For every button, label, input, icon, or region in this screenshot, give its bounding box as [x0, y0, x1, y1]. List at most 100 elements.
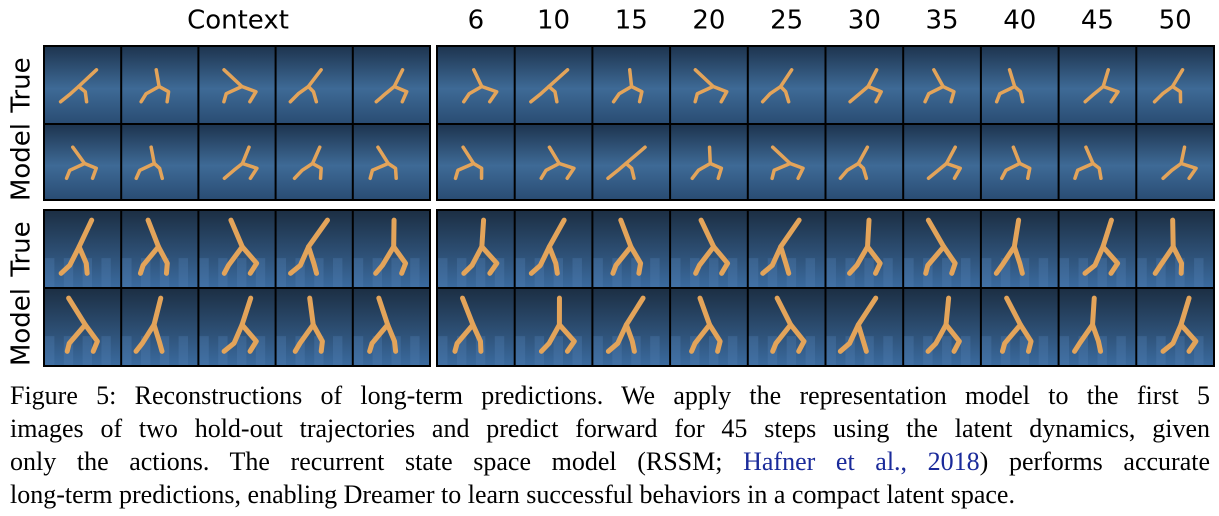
frame-tile — [671, 211, 747, 287]
walker-limb — [1073, 145, 1095, 181]
walker-limb — [838, 145, 870, 181]
step-label: 35 — [926, 6, 959, 36]
floor-check — [237, 336, 247, 365]
caption-line: images of two hold-out trajectories and … — [10, 414, 1210, 443]
walker-limb — [392, 84, 409, 104]
floor-check — [650, 336, 660, 365]
floor-check — [960, 336, 971, 365]
walker-limb — [1011, 244, 1025, 276]
frame-tile — [904, 289, 980, 365]
walker-limb — [760, 217, 802, 276]
walker-limb — [1072, 295, 1097, 354]
floor-check — [690, 336, 700, 365]
walker-limb — [994, 68, 1017, 104]
walker-limb — [221, 217, 245, 276]
frame-tile — [593, 47, 670, 123]
walker-limb — [288, 217, 330, 276]
walker-limb — [538, 295, 562, 354]
frame-bg — [981, 47, 1058, 123]
floor-check — [456, 336, 467, 365]
floor-check — [593, 258, 603, 287]
walker-limb — [693, 217, 717, 276]
frame-tile — [122, 125, 198, 199]
frame-tile — [826, 289, 903, 365]
frame-tile — [1059, 211, 1136, 287]
walker-limb — [707, 322, 723, 354]
floor-check — [45, 258, 55, 287]
step-label: 25 — [770, 6, 803, 36]
frame-tile — [515, 47, 592, 123]
walker-limb — [1170, 244, 1185, 276]
step-label: 15 — [615, 6, 648, 36]
walker-limb — [623, 322, 637, 354]
floor-check — [572, 258, 582, 287]
walker-limb — [611, 68, 634, 104]
caption-line: Figure 5: Reconstructions of long-term p… — [10, 381, 1210, 410]
frame-tile — [515, 289, 592, 365]
frame-tile — [748, 289, 825, 365]
frame-tile — [122, 211, 198, 287]
walker-limb — [689, 295, 713, 354]
frame-bg — [748, 47, 825, 123]
frame-tile — [1137, 289, 1213, 365]
floor-check — [981, 336, 992, 365]
frame-bg — [1137, 125, 1213, 199]
frame-bg — [593, 125, 670, 199]
floor-check — [1194, 258, 1204, 287]
walker-limb — [386, 161, 398, 181]
frame-tile — [1137, 211, 1213, 287]
frame-tile — [1137, 47, 1213, 123]
floor-check — [883, 336, 893, 365]
floor-check — [494, 336, 505, 365]
walker-limb — [367, 295, 391, 354]
floor-check — [159, 336, 170, 365]
walker-limb — [1152, 217, 1176, 276]
walker-limb — [76, 84, 89, 104]
walker-limb — [155, 244, 170, 276]
walker-limb — [941, 84, 956, 104]
walker-limb — [480, 84, 499, 104]
walker-limb — [292, 145, 322, 181]
frame-tile — [904, 211, 980, 287]
floor-check — [199, 336, 209, 365]
floor-check — [353, 336, 364, 365]
frame-bg — [353, 289, 429, 365]
floor-check — [295, 258, 305, 287]
floor-check — [122, 258, 132, 287]
floor-check — [410, 336, 420, 365]
walker-limb — [1100, 244, 1121, 276]
floor-check — [671, 258, 681, 287]
walker-limb — [134, 145, 157, 181]
walker-limb — [528, 217, 567, 276]
step-label: 50 — [1159, 6, 1192, 36]
frame-bg — [1137, 289, 1213, 365]
floor-check — [1175, 336, 1185, 365]
frame-tile — [199, 211, 275, 287]
walker-limb — [368, 145, 390, 181]
frame-bg — [1059, 211, 1136, 287]
floor-check — [981, 258, 992, 287]
caption-text: only the actions. The recurrent state sp… — [10, 447, 723, 476]
floor-check — [727, 336, 738, 365]
frame-tile — [826, 125, 903, 199]
walker-limb — [1012, 84, 1025, 104]
walker-limb — [1082, 217, 1114, 276]
citation-link[interactable]: Hafner et al., 2018 — [743, 447, 980, 476]
walker-limb — [461, 217, 487, 276]
floor-check — [353, 258, 364, 287]
walker-limb — [462, 68, 484, 104]
floor-check — [1137, 336, 1147, 365]
floor-check — [593, 336, 603, 365]
frame-tile — [671, 125, 747, 199]
walker-limb — [374, 68, 405, 104]
floor-check — [650, 258, 660, 287]
walker-limb — [923, 68, 945, 104]
floor-check — [101, 336, 111, 365]
floor-check — [255, 258, 266, 287]
walker-limb — [288, 68, 323, 104]
walker-limb — [711, 84, 729, 104]
walker-limb — [1170, 84, 1183, 104]
floor-check — [572, 336, 582, 365]
walker-limb — [788, 322, 807, 354]
frame-bg — [353, 47, 429, 123]
